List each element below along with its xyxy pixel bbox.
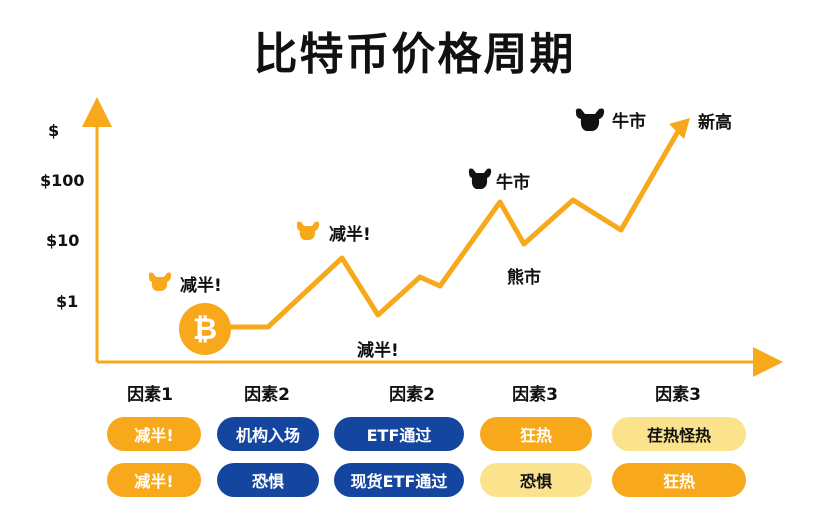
annotation-bull-2: 牛市 (612, 112, 646, 132)
bull-icon (296, 221, 320, 240)
factor-label-5: 因素3 (655, 385, 701, 405)
y-label-1: $1 (56, 292, 79, 311)
annotation-bear: 熊市 (507, 268, 541, 288)
pill-fear-2: 恐惧 (480, 463, 592, 497)
pill-spot-etf: 现货ETF通过 (334, 463, 464, 497)
factor-label-4: 因素3 (512, 385, 558, 405)
annotation-halving-1: 减半! (180, 276, 222, 296)
factor-label-3: 因素2 (389, 385, 435, 405)
pill-frenzy: 狂热 (480, 417, 592, 451)
pill-halving: 减半! (107, 417, 201, 451)
pill-frenzy-2: 荏热怪热 (612, 417, 746, 451)
y-label-100: $100 (40, 171, 85, 190)
pill-institutional: 机构入场 (217, 417, 319, 451)
pill-fear: 恐惧 (217, 463, 319, 497)
bull-icon (468, 168, 492, 189)
arrow-head (669, 118, 690, 139)
price-line (202, 125, 683, 330)
annotation-halving-3: 減半! (357, 341, 399, 361)
pill-halving-2: 减半! (107, 463, 201, 497)
factor-label-1: 因素1 (127, 385, 173, 405)
pill-frenzy-3: 狂热 (612, 463, 746, 497)
pill-etf-approved: ETF通过 (334, 417, 464, 451)
page-title: 比特币价格周期 (253, 29, 576, 80)
bull-icon (148, 272, 172, 291)
annotation-bull-1: 牛市 (496, 173, 530, 193)
y-label-10: $10 (46, 231, 80, 250)
annotation-new-high: 新高 (698, 113, 732, 133)
annotation-halving-2: 减半! (329, 225, 371, 245)
y-label-dollar: $ (48, 121, 60, 140)
factor-label-2: 因素2 (244, 385, 290, 405)
bitcoin-icon: ₿ (179, 303, 231, 355)
bull-icon (575, 108, 605, 131)
